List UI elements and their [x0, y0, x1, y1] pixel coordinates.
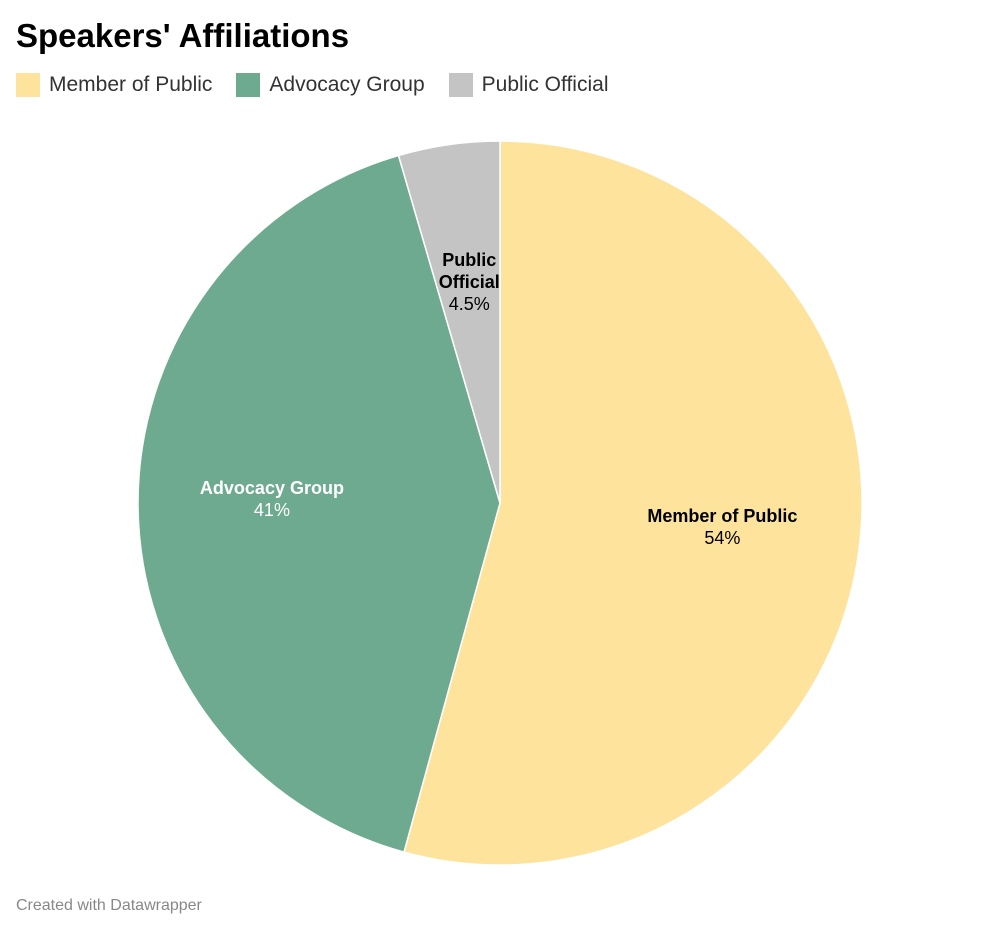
slice-value-label: 41%: [254, 500, 290, 520]
legend-item-advocacy-group: Advocacy Group: [236, 73, 425, 97]
legend-item-member-of-public: Member of Public: [16, 73, 212, 97]
slice-label-text: Member of Public 54%: [647, 506, 797, 548]
slice-label-member-of-public: Member of Public 54%: [647, 506, 797, 548]
slice-label-name: Official: [439, 272, 500, 292]
legend-swatch: [448, 73, 473, 97]
chart-legend: Member of Public Advocacy Group Public O…: [16, 70, 633, 100]
slice-label-public-official: Public Official 4.5%: [439, 250, 500, 314]
slice-label-name: Advocacy Group: [200, 478, 344, 498]
slice-label-text: Advocacy Group 41%: [200, 478, 344, 520]
legend-label: Member of Public: [49, 73, 213, 96]
pie-slice-public-official: [397, 140, 501, 504]
legend-label: Advocacy Group: [269, 73, 425, 96]
slice-label-name: Public: [442, 250, 496, 270]
legend-label: Public Official: [481, 73, 609, 96]
legend-swatch: [236, 73, 261, 97]
pie-slice-member-of-public: [403, 140, 863, 866]
slice-label-text: Public Official 4.5%: [439, 250, 500, 314]
chart-title: Speakers' Affiliations: [16, 17, 350, 54]
slice-label-advocacy-group: Advocacy Group 41%: [200, 478, 344, 520]
credit-text: Created with Datawrapper: [16, 897, 202, 914]
legend-item-public-official: Public Official: [448, 73, 609, 97]
slice-value-label: 54%: [704, 528, 740, 548]
slice-value-label: 4.5%: [449, 294, 490, 314]
pie-slice-advocacy-group: [137, 154, 501, 853]
legend-swatch: [16, 73, 40, 97]
slice-label-name: Member of Public: [647, 506, 797, 526]
